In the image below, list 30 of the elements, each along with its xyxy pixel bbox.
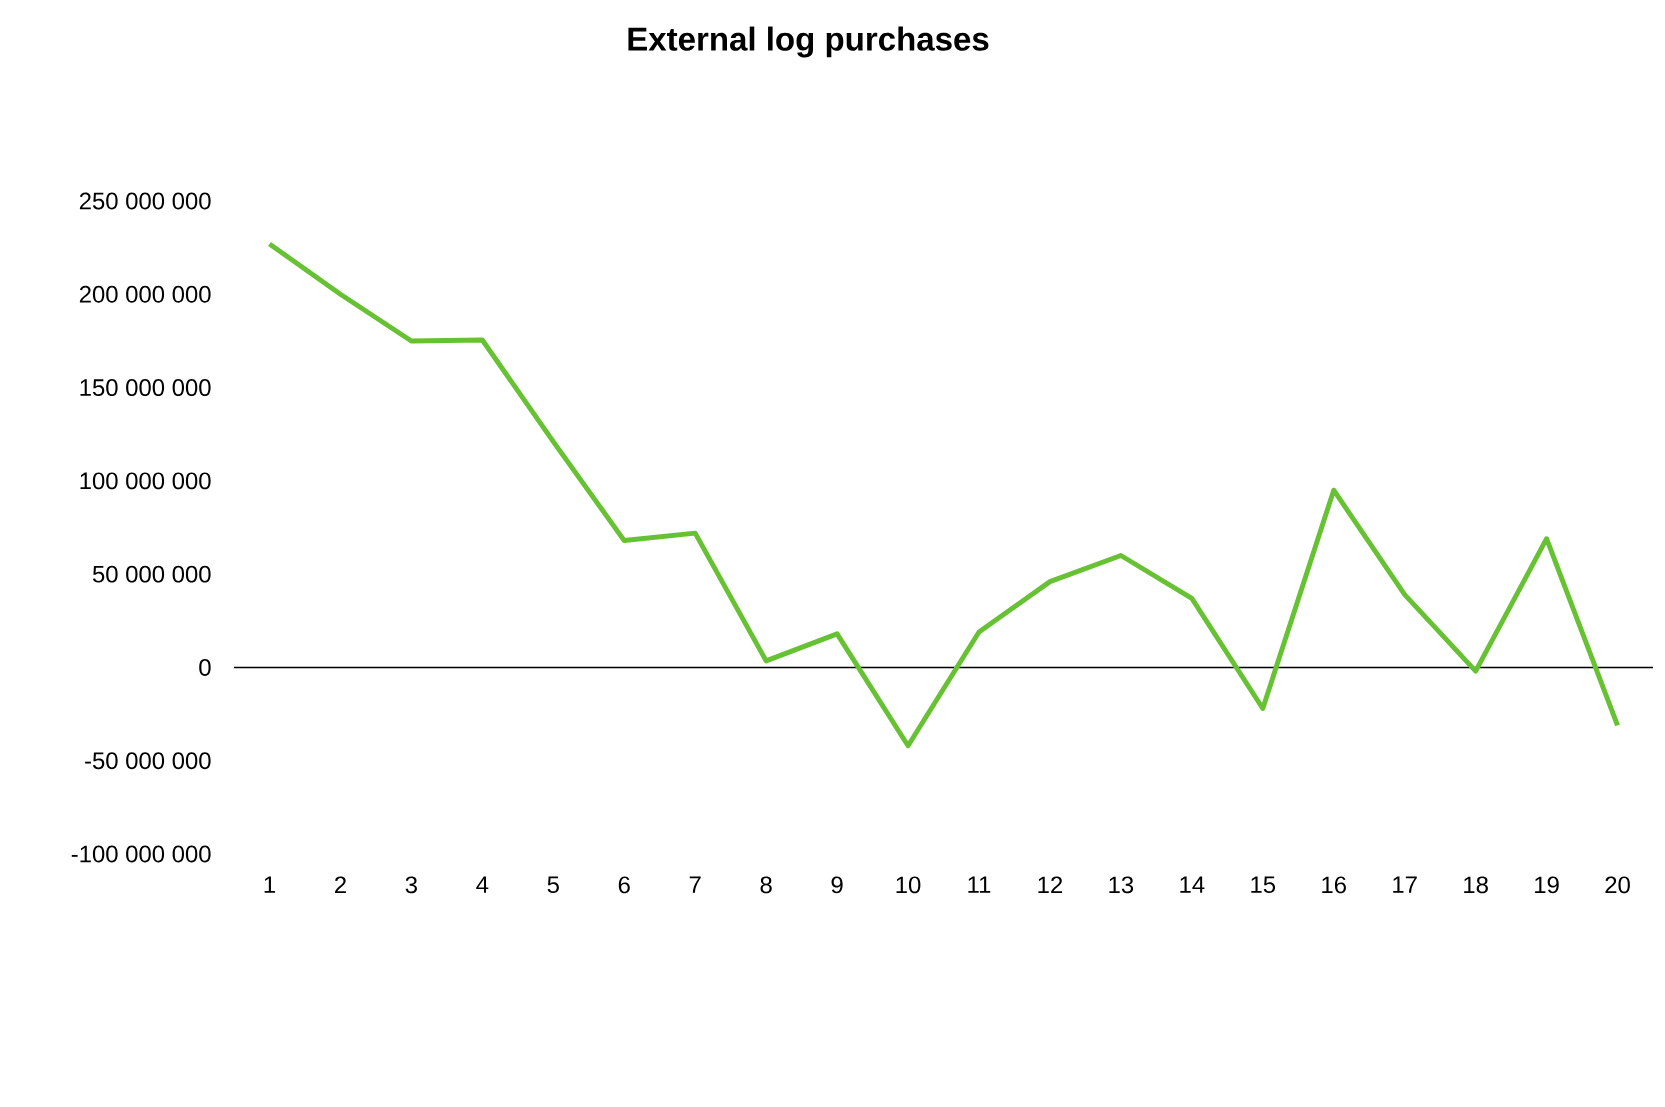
x-tick-label: 8 [760, 876, 772, 894]
x-tick-label: 12 [1038, 876, 1063, 894]
line-series [267, 241, 1620, 749]
x-tick-label: 11 [968, 876, 991, 893]
y-tick-label: 200 000 000 [79, 285, 211, 303]
y-tick-label: -100 000 000 [71, 845, 211, 863]
x-tick-label: 10 [896, 876, 921, 894]
x-tick-label: 4 [476, 876, 489, 893]
chart-title: External log purchases [628, 26, 989, 58]
x-tick-label: 20 [1605, 876, 1630, 894]
x-tick-label: 19 [1535, 876, 1559, 894]
x-tick-label: 15 [1251, 876, 1276, 894]
x-tick-label: 6 [618, 876, 630, 894]
x-tick-label: 14 [1180, 876, 1205, 893]
x-tick-label: 2 [335, 876, 346, 894]
x-tick-label: 13 [1109, 876, 1134, 894]
x-tick-label: 9 [831, 876, 843, 894]
x-tick-label: 1 [264, 876, 275, 893]
y-tick-label: -50 000 000 [85, 752, 211, 770]
x-tick-label: 18 [1464, 876, 1488, 894]
x-tick-label: 16 [1322, 876, 1346, 894]
x-tick-label: 7 [689, 876, 701, 893]
y-tick-label: 250 000 000 [79, 192, 211, 210]
y-tick-label: 100 000 000 [80, 472, 211, 490]
y-tick-label: 150 000 000 [80, 379, 211, 397]
y-tick-label: 50 000 000 [92, 565, 211, 583]
x-tick-label: 3 [405, 876, 417, 894]
y-tick-label: 0 [199, 658, 211, 676]
x-tick-label: 17 [1393, 876, 1417, 893]
x-tick-label: 5 [547, 876, 559, 894]
